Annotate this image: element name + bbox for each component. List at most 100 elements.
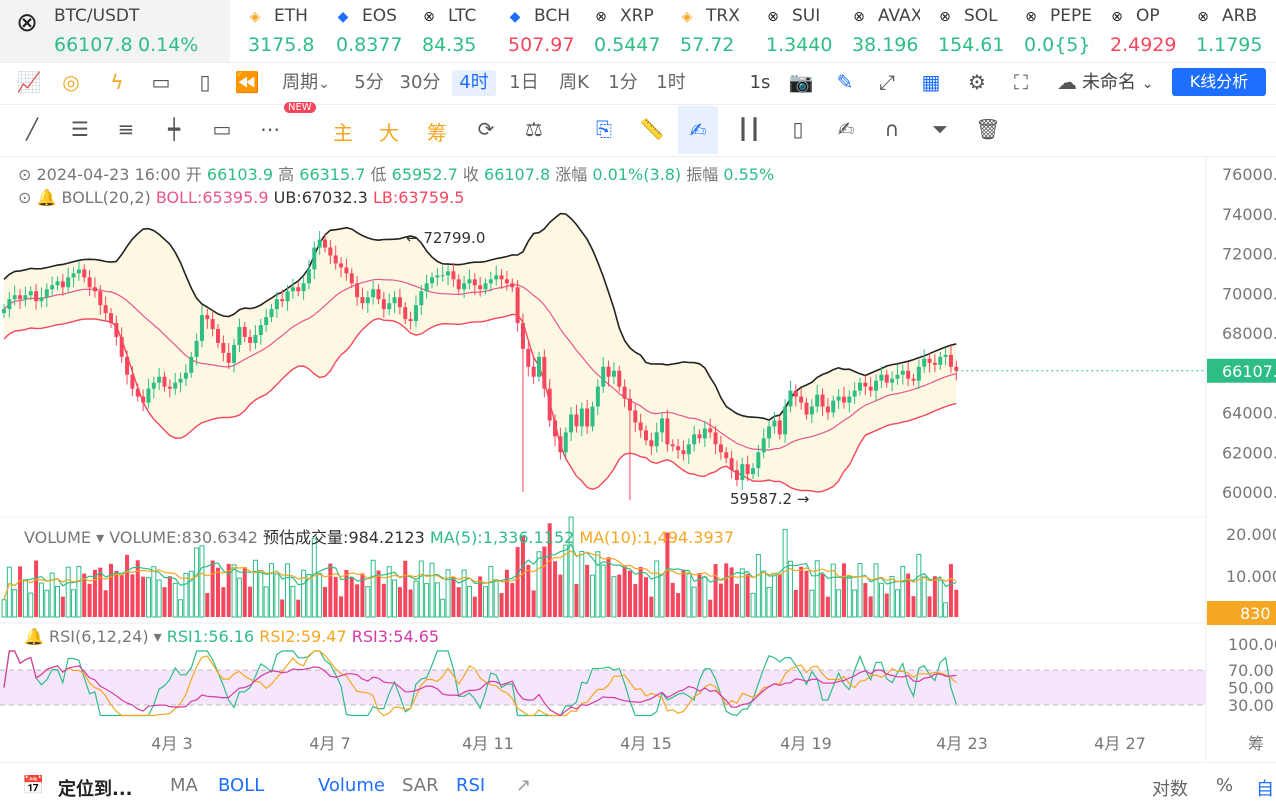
layout-icon[interactable]: ▯	[199, 70, 211, 94]
ticker-sol[interactable]: ⊗ SOL 154.61	[924, 0, 1006, 62]
k-analysis-button[interactable]: K线分析	[1172, 68, 1266, 96]
volume-bar	[863, 583, 868, 617]
ticker-trx[interactable]: ◈ TRX 57.72	[666, 0, 748, 62]
chart-type-icon[interactable]: 📈	[16, 70, 42, 94]
battery-icon[interactable]: ▯	[792, 117, 804, 141]
indicator-icon[interactable]: ◎	[62, 70, 80, 94]
ticker-arb[interactable]: ⊗ ARB 1.1795	[1182, 0, 1272, 62]
draw-active-icon[interactable]: ✍	[678, 106, 718, 154]
expand-icon[interactable]: ⤢	[879, 70, 895, 94]
magnet-icon[interactable]: ∩	[884, 117, 900, 141]
pencil-icon[interactable]: ✎	[836, 70, 854, 94]
boll-label: BOLL(20,2)	[61, 188, 151, 207]
settings-icon[interactable]: ⚙	[968, 70, 986, 94]
speed-button[interactable]: 1s	[749, 72, 771, 93]
layout-name-dropdown[interactable]: 未命名 ⌄	[1082, 70, 1162, 96]
ticker-btc-usdt[interactable]: ⊗ BTC/USDT 66107.8 0.14%	[0, 0, 230, 62]
ticker-eos[interactable]: ◆ EOS 0.8377	[322, 0, 404, 62]
ticker-bch[interactable]: ◆ BCH 507.97	[494, 0, 576, 62]
candle-body	[809, 406, 814, 415]
volume-label[interactable]: VOLUME	[24, 528, 91, 547]
fullscreen-icon[interactable]: ⛶	[1014, 70, 1028, 94]
volume-bar	[515, 547, 520, 617]
interval-6[interactable]: 1时	[656, 72, 686, 93]
ma-toggle[interactable]: MA	[170, 775, 198, 796]
volume-toggle[interactable]: Volume	[318, 775, 385, 796]
measure-icon[interactable]: ⚖	[525, 117, 543, 141]
rewind-icon[interactable]: ⏪	[234, 70, 260, 94]
template-icon[interactable]: ▭	[151, 70, 171, 94]
cloud-icon[interactable]: ☁	[1057, 70, 1077, 94]
chevron-down-icon: ⌄	[318, 76, 330, 92]
interval-0[interactable]: 5分	[354, 72, 384, 93]
volume-bar	[263, 586, 269, 618]
camera-icon[interactable]: 📷	[788, 70, 814, 94]
candlestick-chart[interactable]: 76000.74000.72000.70000.68000.66000.6400…	[0, 157, 1276, 761]
note-icon[interactable]: ✍	[837, 117, 855, 141]
price-tick: 64000.	[1222, 404, 1276, 423]
collapse-icon[interactable]: ⊙	[18, 165, 32, 184]
caret-down-icon[interactable]: ▾	[96, 528, 105, 547]
ticker-xrp[interactable]: ⊗ XRP 0.5447	[580, 0, 662, 62]
sar-toggle[interactable]: SAR	[402, 775, 439, 796]
chart-area[interactable]: 76000.74000.72000.70000.68000.66000.6400…	[0, 157, 1276, 761]
interval-4[interactable]: 周K	[559, 72, 589, 93]
candle-body	[569, 414, 574, 433]
x-tick: 4月 19	[780, 734, 832, 753]
volume-bar	[622, 565, 627, 617]
rect-tool-icon[interactable]: ▭	[212, 117, 232, 141]
rsi-toggle[interactable]: RSI	[456, 775, 486, 796]
interval-5[interactable]: 1分	[608, 72, 638, 93]
interval-2[interactable]: 4时	[452, 70, 496, 96]
auto-toggle[interactable]: 自	[1256, 779, 1274, 800]
ticker-symbol: XRP	[620, 6, 654, 26]
volume-bar	[216, 567, 220, 617]
volume-bar	[424, 583, 430, 618]
candle-tool-icon[interactable]: ┃┃	[736, 117, 762, 141]
ticker-avax[interactable]: ⊗ AVAX 38.196	[838, 0, 920, 62]
boll-toggle[interactable]: BOLL	[218, 775, 265, 796]
period-dropdown[interactable]: 周期⌄	[274, 70, 338, 96]
rsi-label: RSI(6,12,24)	[49, 627, 149, 646]
log-scale-toggle[interactable]: 对数	[1152, 779, 1188, 800]
caret-down-icon[interactable]: ▾	[153, 627, 162, 646]
qr-icon[interactable]: ▦	[921, 70, 941, 94]
main-indicator-button[interactable]: 主	[333, 121, 353, 145]
flash-icon[interactable]: ϟ	[110, 70, 124, 94]
crosshair-tool-icon[interactable]: ┿	[167, 117, 181, 141]
open-label: 开	[185, 165, 202, 184]
more-tools-icon[interactable]: ⋯	[260, 117, 280, 141]
candle-body	[558, 436, 563, 453]
ticker-pepe[interactable]: ⊗ PEPE 0.0{5}6	[1010, 0, 1092, 62]
interval-3[interactable]: 1日	[509, 72, 539, 93]
collapse-icon[interactable]: ⊙	[18, 188, 32, 207]
edit-indicators-icon[interactable]: ↗	[516, 775, 532, 796]
channel-tool-icon[interactable]: ≡	[117, 117, 135, 141]
ticker-sui[interactable]: ⊗ SUI 1.3440	[752, 0, 834, 62]
goto-button[interactable]: 定位到...	[58, 779, 133, 800]
ticker-ltc[interactable]: ⊗ LTC 84.35	[408, 0, 490, 62]
bell-icon[interactable]: 🔔	[36, 188, 57, 207]
ticker-price: 38.196	[852, 34, 919, 56]
candle-body	[435, 275, 440, 278]
chevron-down-icon: ⌄	[1141, 76, 1154, 92]
trash-icon[interactable]: 🗑	[975, 117, 1001, 141]
percent-toggle[interactable]: %	[1216, 775, 1234, 796]
calendar-icon[interactable]: 📅	[22, 775, 45, 796]
filter-icon[interactable]: ⏷	[932, 117, 948, 141]
line-tool-icon[interactable]: ╱	[25, 117, 39, 141]
rsi-tick: 100.00	[1228, 635, 1276, 654]
ticker-eth[interactable]: ◈ ETH 3175.8	[234, 0, 318, 62]
chip-indicator-button[interactable]: 筹	[427, 121, 447, 145]
replay-icon[interactable]: ⟳	[477, 117, 495, 141]
candle-body	[478, 285, 483, 290]
ruler-icon[interactable]: 📏	[639, 117, 665, 141]
big-indicator-button[interactable]: 大	[379, 121, 399, 145]
hline-tool-icon[interactable]: ☰	[71, 117, 89, 141]
interval-1[interactable]: 30分	[399, 72, 441, 93]
bookmark-icon[interactable]: ⎘	[596, 117, 612, 141]
ticker-op[interactable]: ⊗ OP 2.4929	[1096, 0, 1178, 62]
volume-bar	[301, 569, 307, 618]
bell-icon[interactable]: 🔔	[24, 627, 44, 646]
volume-bar	[103, 590, 108, 617]
